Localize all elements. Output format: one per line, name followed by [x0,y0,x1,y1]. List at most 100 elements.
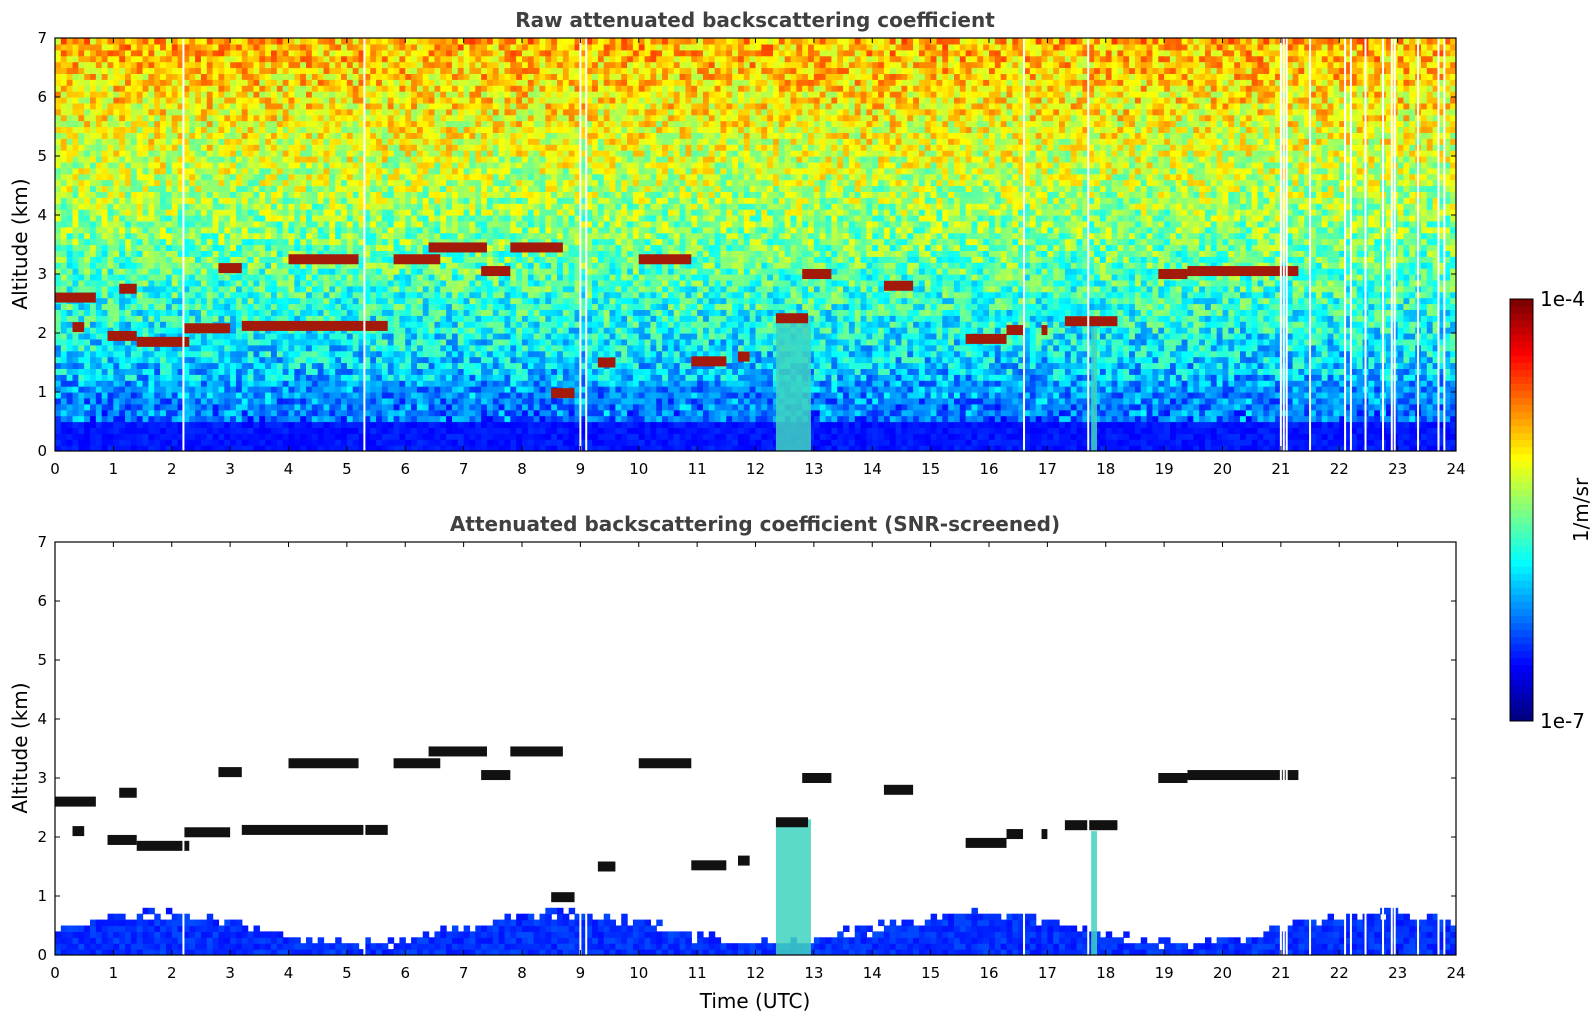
heat-cell [294,120,301,128]
heat-cell [428,415,436,423]
heat-cell [230,91,237,98]
heat-cell [376,356,383,364]
heat-cell [119,203,126,210]
heat-cell [224,244,231,251]
heat-cell [451,392,459,399]
heat-cell [364,156,371,163]
heat-cell [95,209,103,216]
heat-cell [270,120,278,128]
heat-cell [72,203,79,210]
heat-cell [288,209,295,216]
heat-cell [428,220,436,228]
heat-cell [294,380,301,387]
heat-cell [364,132,371,139]
heat-cell [428,215,436,222]
heat-cell [224,179,231,187]
heat-cell [212,108,220,116]
heat-cell [154,344,161,352]
heat-cell [90,350,97,358]
heat-cell [101,156,109,163]
heat-cell [148,161,155,169]
heat-cell [107,439,114,446]
heat-cell [66,303,74,310]
heat-cell [241,120,249,128]
heat-cell [294,179,301,187]
heat-cell [370,333,377,340]
heat-cell [136,144,144,151]
heat-cell [66,79,74,86]
heat-cell [195,126,202,133]
heat-cell [352,49,360,57]
heat-cell [387,209,395,216]
heat-cell [235,356,243,364]
heat-cell [235,427,243,434]
heat-cell [119,215,126,222]
heat-cell [376,67,383,74]
heat-cell [341,338,348,346]
heat-cell [148,297,155,305]
heat-cell [329,215,336,222]
heat-cell [72,439,79,446]
heat-cell [323,433,330,440]
heat-cell [206,138,214,145]
heat-cell [434,120,441,128]
heat-cell [381,297,389,305]
heat-cell [95,350,103,358]
heat-cell [247,61,255,69]
heat-cell [341,126,348,133]
heat-cell [306,43,313,51]
heat-cell [154,303,161,310]
heat-cell [171,285,179,293]
heat-cell [113,421,120,428]
heat-cell [434,61,441,69]
heat-cell [183,43,190,51]
heat-cell [195,156,202,163]
heat-cell [154,244,161,251]
heat-cell [78,179,85,187]
heat-cell [346,262,354,269]
heat-cell [422,67,430,74]
heat-cell [306,403,313,411]
heat-cell [411,73,418,80]
heat-cell [411,226,418,234]
heat-cell [422,327,430,334]
heat-cell [189,150,196,157]
heat-cell [393,333,401,340]
heat-cell [335,126,342,133]
heat-cell [235,315,243,322]
heat-cell [148,185,155,192]
heat-cell [165,67,173,74]
heat-cell [142,73,149,80]
heat-cell [130,244,138,251]
heat-cell [323,197,330,204]
heat-cell [451,226,459,234]
heat-cell [55,374,62,381]
heat-cell [84,73,91,80]
heat-cell [335,297,342,305]
heat-cell [78,439,85,446]
heat-cell [142,91,149,98]
heat-cell [241,55,249,63]
heat-cell [259,73,266,80]
heat-cell [341,244,348,251]
heat-cell [317,43,325,51]
heat-cell [107,197,114,204]
heat-cell [358,102,365,110]
heat-cell [259,67,266,74]
heat-cell [294,91,301,98]
heat-cell [224,91,231,98]
heat-cell [218,161,225,169]
heat-cell [270,49,278,57]
heat-cell [381,120,389,128]
heat-cell [457,144,465,151]
heat-cell [107,73,114,80]
heat-cell [276,161,284,169]
heat-cell [317,144,325,151]
heat-cell [189,191,196,198]
heat-cell [148,397,155,405]
heat-cell [440,220,447,228]
heat-cell [440,138,447,145]
heat-cell [358,427,365,434]
heat-cell [288,374,295,381]
